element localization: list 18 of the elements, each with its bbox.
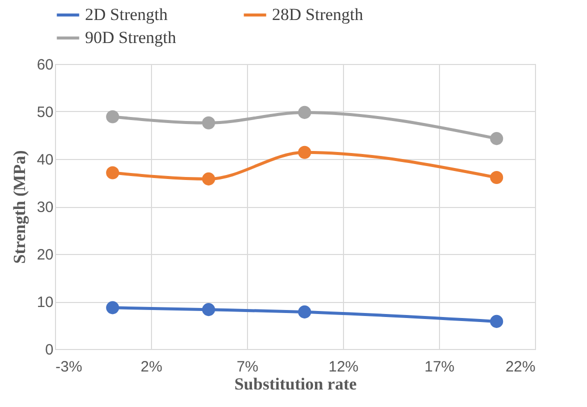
x-tick-label: 17%: [424, 358, 455, 376]
x-tick-label: -3%: [56, 358, 82, 376]
legend-label: 28D Strength: [272, 5, 364, 24]
y-tick-label: 20: [36, 246, 54, 264]
legend-label: 2D Strength: [85, 5, 168, 24]
x-tick-label: 12%: [328, 358, 359, 376]
legend-label: 90D Strength: [85, 28, 177, 47]
y-axis-title: Strength (MPa): [10, 150, 29, 264]
y-tick-label: 50: [36, 104, 54, 121]
y-tick-label: 10: [36, 294, 54, 311]
x-tick-label: 7%: [236, 358, 258, 376]
y-tick-label: 30: [36, 199, 54, 216]
y-tick-label: 40: [36, 152, 54, 168]
x-tick-label: 22%: [505, 358, 536, 376]
x-axis-title: Substitution rate: [234, 374, 358, 394]
y-tick-label: 0: [45, 342, 54, 358]
y-tick-label: 60: [36, 56, 54, 74]
x-tick-label: 2%: [140, 358, 162, 376]
